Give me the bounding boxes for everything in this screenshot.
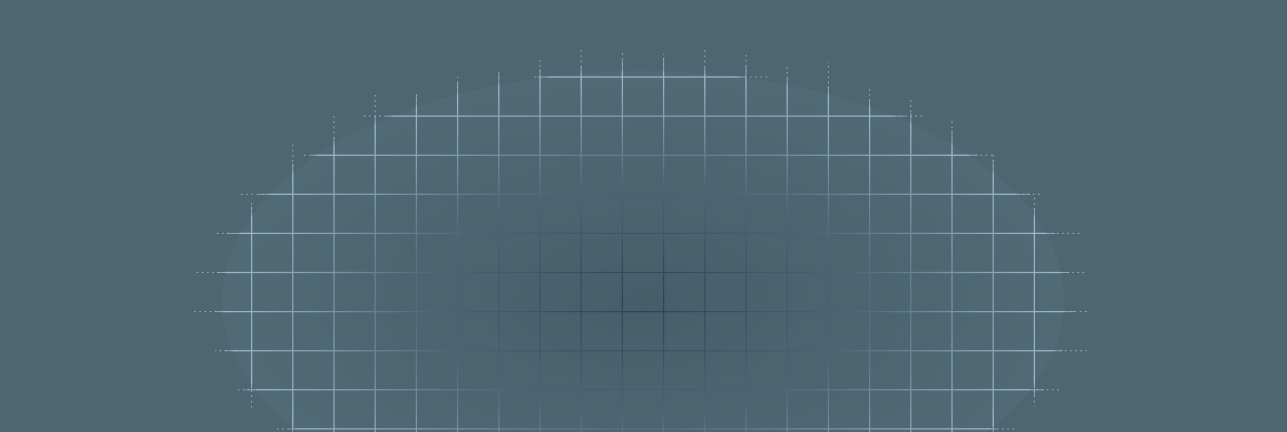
dome-grid-graphic <box>191 46 1090 432</box>
slate-backdrop <box>0 0 1287 432</box>
